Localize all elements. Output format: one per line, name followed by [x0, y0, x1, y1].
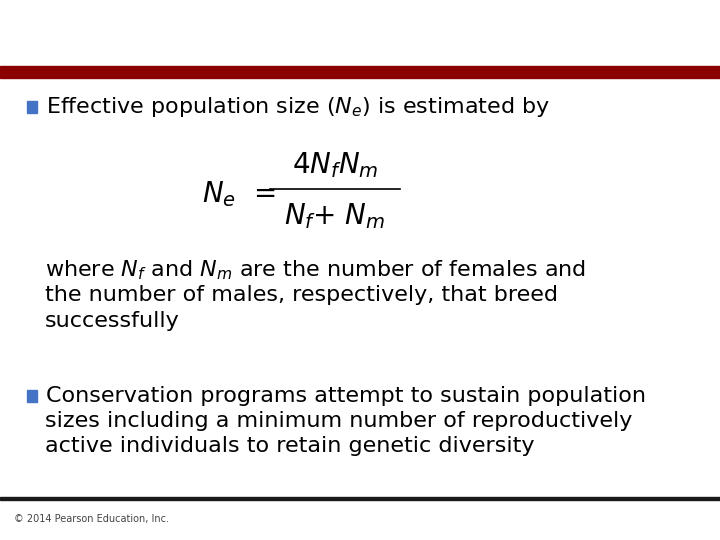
- Text: $\mathit{N_e}$  =: $\mathit{N_e}$ =: [202, 179, 275, 210]
- Text: $\mathit{N_f}$+ $\mathit{N_m}$: $\mathit{N_f}$+ $\mathit{N_m}$: [284, 201, 385, 231]
- Text: where $\mathit{N_f}$ and $\mathit{N_m}$ are the number of females and: where $\mathit{N_f}$ and $\mathit{N_m}$ …: [45, 258, 585, 282]
- Text: © 2014 Pearson Education, Inc.: © 2014 Pearson Education, Inc.: [14, 515, 169, 524]
- Text: sizes including a minimum number of reproductively: sizes including a minimum number of repr…: [45, 411, 632, 431]
- Text: the number of males, respectively, that breed: the number of males, respectively, that …: [45, 285, 557, 306]
- Text: Effective population size ($\mathit{N_e}$) is estimated by: Effective population size ($\mathit{N_e}…: [46, 95, 550, 119]
- Text: Conservation programs attempt to sustain population: Conservation programs attempt to sustain…: [46, 386, 646, 406]
- Text: $\mathit{4N_fN_m}$: $\mathit{4N_fN_m}$: [292, 150, 378, 180]
- Bar: [27, 390, 37, 402]
- Text: successfully: successfully: [45, 310, 179, 331]
- Text: active individuals to retain genetic diversity: active individuals to retain genetic div…: [45, 436, 534, 456]
- Bar: [0, 497, 720, 500]
- Bar: [0, 66, 720, 78]
- Bar: [27, 101, 37, 113]
